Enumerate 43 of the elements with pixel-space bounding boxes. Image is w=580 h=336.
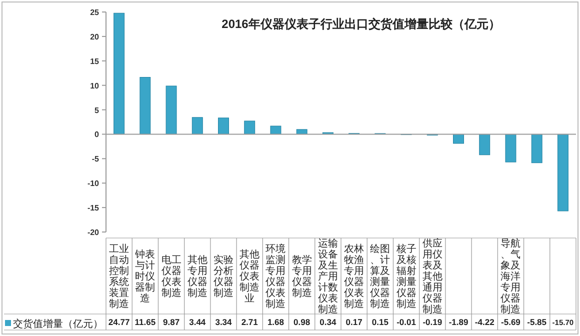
text: 2.71 bbox=[241, 317, 258, 327]
y-tick-label: 0 bbox=[94, 130, 100, 140]
x-tick-label: 其他仪器仪表制造业 bbox=[240, 248, 260, 304]
legend-label: 交货值增量（亿元） bbox=[13, 318, 103, 330]
x-tick-label: 钟表与计时仪器制造 bbox=[134, 248, 156, 304]
y-tick-label: 10 bbox=[90, 81, 100, 90]
text: -5.85 bbox=[527, 317, 547, 327]
y-tick-label: -10 bbox=[87, 179, 100, 188]
text: -0.19 bbox=[422, 317, 442, 327]
y-tick-label: 20 bbox=[90, 32, 100, 42]
text: 0.17 bbox=[346, 317, 362, 327]
text: 3.44 bbox=[189, 317, 206, 327]
x-tick-label: 核子及核辐射测量仪器制造 bbox=[395, 243, 416, 310]
x-tick-label: 环境监测专用仪器仪表制造 bbox=[266, 243, 286, 310]
x-tick-label: 工业自动控制系统装置制造 bbox=[109, 243, 130, 310]
x-tick-label: 绘图、计算及测量仪器制造 bbox=[370, 243, 390, 310]
y-tick-label: 25 bbox=[90, 8, 100, 17]
y-tick-label: -15 bbox=[87, 204, 100, 213]
chart-title: 2016年仪器仪表子行业出口交货值增量比较（亿元） bbox=[222, 17, 500, 31]
y-tick-label: 5 bbox=[94, 106, 100, 115]
y-tick-label: -5 bbox=[92, 154, 100, 164]
y-tick-label: 15 bbox=[90, 56, 100, 66]
x-tick-label: 农林牧渔专用仪器仪表制造 bbox=[344, 243, 364, 310]
text: -4.22 bbox=[474, 317, 494, 327]
x-tick-label: 导航、气象及海洋专用仪器制造 bbox=[500, 238, 521, 316]
x-tick-label: 电工仪器仪表制造 bbox=[161, 254, 182, 299]
x-tick-label: 运输设备及生产用计数仪表制造 bbox=[318, 238, 338, 316]
text: 24.77 bbox=[108, 317, 130, 327]
y-tick-label: -20 bbox=[87, 228, 100, 237]
text: 0.34 bbox=[320, 317, 336, 327]
text: 9.87 bbox=[163, 317, 180, 327]
x-tick-label: 教学专用仪器制造 bbox=[292, 254, 312, 299]
text: -5.69 bbox=[501, 317, 520, 327]
text: 11.65 bbox=[134, 317, 156, 327]
x-tick-label: 实验分析仪器制造 bbox=[214, 254, 234, 299]
x-tick-label: 其他专用仪器制造 bbox=[187, 254, 208, 299]
text: 0.15 bbox=[372, 317, 388, 327]
text: -0.01 bbox=[396, 317, 416, 327]
text: 0.98 bbox=[294, 317, 310, 327]
x-tick-label: 供应用仪表及其他通用仪器制造 bbox=[422, 238, 442, 316]
text: 3.34 bbox=[215, 317, 232, 327]
text: 1.68 bbox=[267, 317, 284, 327]
text: -1.89 bbox=[448, 317, 468, 327]
